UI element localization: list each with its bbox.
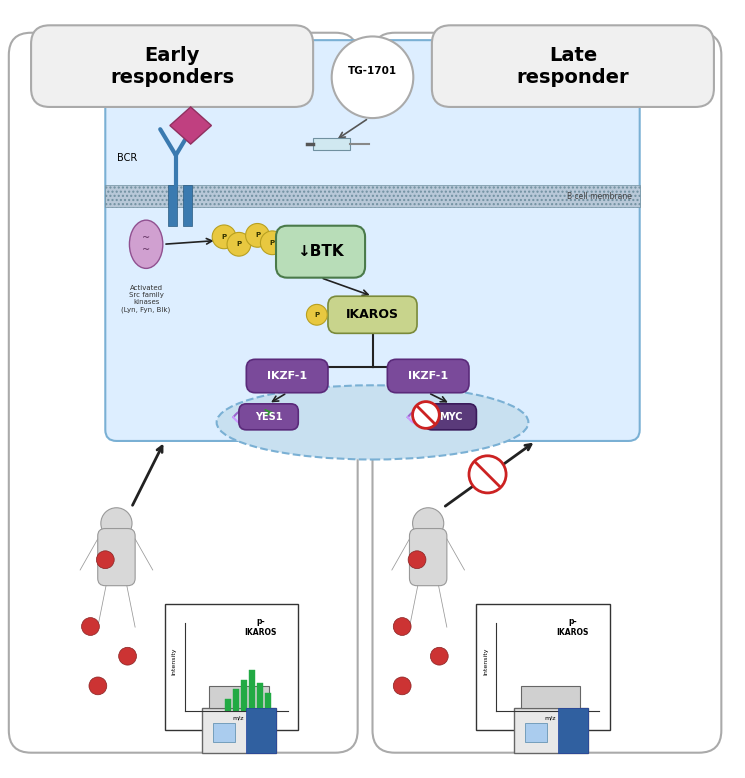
Bar (209, 686, 269, 708)
Text: TG-1701: TG-1701 (348, 66, 397, 76)
Bar (202, 708, 276, 752)
Bar (521, 686, 580, 708)
Polygon shape (170, 107, 212, 144)
Ellipse shape (217, 385, 528, 460)
Bar (247, 708, 276, 752)
Text: p-
IKAROS: p- IKAROS (244, 617, 277, 636)
Bar (213, 723, 235, 741)
Text: P: P (236, 241, 241, 247)
Text: m/z: m/z (232, 715, 244, 720)
Bar (165, 605, 298, 731)
Bar (313, 138, 350, 150)
Bar (225, 699, 231, 712)
Bar (257, 683, 263, 712)
Circle shape (393, 677, 411, 695)
Text: Intensity: Intensity (171, 647, 177, 675)
FancyBboxPatch shape (31, 26, 313, 107)
Text: YES1: YES1 (255, 412, 282, 422)
Text: B cell membrane: B cell membrane (568, 191, 633, 201)
Circle shape (227, 233, 251, 256)
FancyBboxPatch shape (247, 359, 328, 393)
FancyBboxPatch shape (432, 26, 714, 107)
Text: IKAROS: IKAROS (346, 308, 399, 321)
Circle shape (101, 508, 132, 539)
Circle shape (89, 677, 107, 695)
Circle shape (96, 551, 114, 569)
FancyBboxPatch shape (425, 404, 476, 429)
Bar (105, 185, 640, 207)
FancyBboxPatch shape (328, 296, 417, 333)
Bar (249, 671, 255, 712)
Text: P: P (270, 240, 275, 246)
Text: p-
IKAROS: p- IKAROS (557, 617, 589, 636)
Circle shape (469, 456, 506, 493)
FancyBboxPatch shape (239, 404, 298, 429)
Text: Early
responders: Early responders (110, 46, 234, 86)
Bar (168, 185, 177, 226)
Text: ↓BTK: ↓BTK (297, 244, 344, 259)
FancyBboxPatch shape (387, 359, 469, 393)
Bar (265, 692, 271, 712)
Circle shape (212, 225, 236, 249)
Bar (233, 689, 238, 712)
Bar (513, 708, 588, 752)
Circle shape (393, 618, 411, 636)
Circle shape (413, 508, 444, 539)
Text: BCR: BCR (118, 152, 138, 163)
Bar (183, 185, 192, 226)
Text: m/z: m/z (544, 715, 556, 720)
Circle shape (413, 401, 440, 429)
Text: Late
responder: Late responder (516, 46, 630, 86)
Circle shape (118, 647, 136, 665)
Circle shape (261, 231, 284, 254)
Bar (524, 723, 547, 741)
Text: Activated
Src family
kinases
(Lyn, Fyn, Blk): Activated Src family kinases (Lyn, Fyn, … (121, 285, 171, 313)
Ellipse shape (130, 220, 163, 268)
FancyBboxPatch shape (105, 40, 640, 441)
Circle shape (246, 223, 270, 247)
FancyBboxPatch shape (410, 528, 447, 586)
Polygon shape (536, 701, 580, 716)
Bar (241, 680, 247, 712)
Bar (476, 605, 610, 731)
Text: ~
~: ~ ~ (142, 233, 150, 255)
Text: P: P (255, 233, 260, 238)
Text: Intensity: Intensity (483, 647, 488, 675)
Bar (558, 708, 588, 752)
Text: P: P (314, 312, 320, 317)
FancyBboxPatch shape (276, 226, 365, 278)
Circle shape (306, 304, 327, 325)
FancyBboxPatch shape (98, 528, 135, 586)
Text: IKZF-1: IKZF-1 (408, 371, 448, 381)
Circle shape (332, 37, 413, 118)
Polygon shape (224, 701, 269, 716)
Circle shape (408, 551, 426, 569)
Text: MYC: MYC (439, 412, 462, 422)
Circle shape (431, 647, 448, 665)
Text: IKZF-1: IKZF-1 (267, 371, 307, 381)
Text: P: P (221, 234, 226, 240)
Circle shape (81, 618, 99, 636)
